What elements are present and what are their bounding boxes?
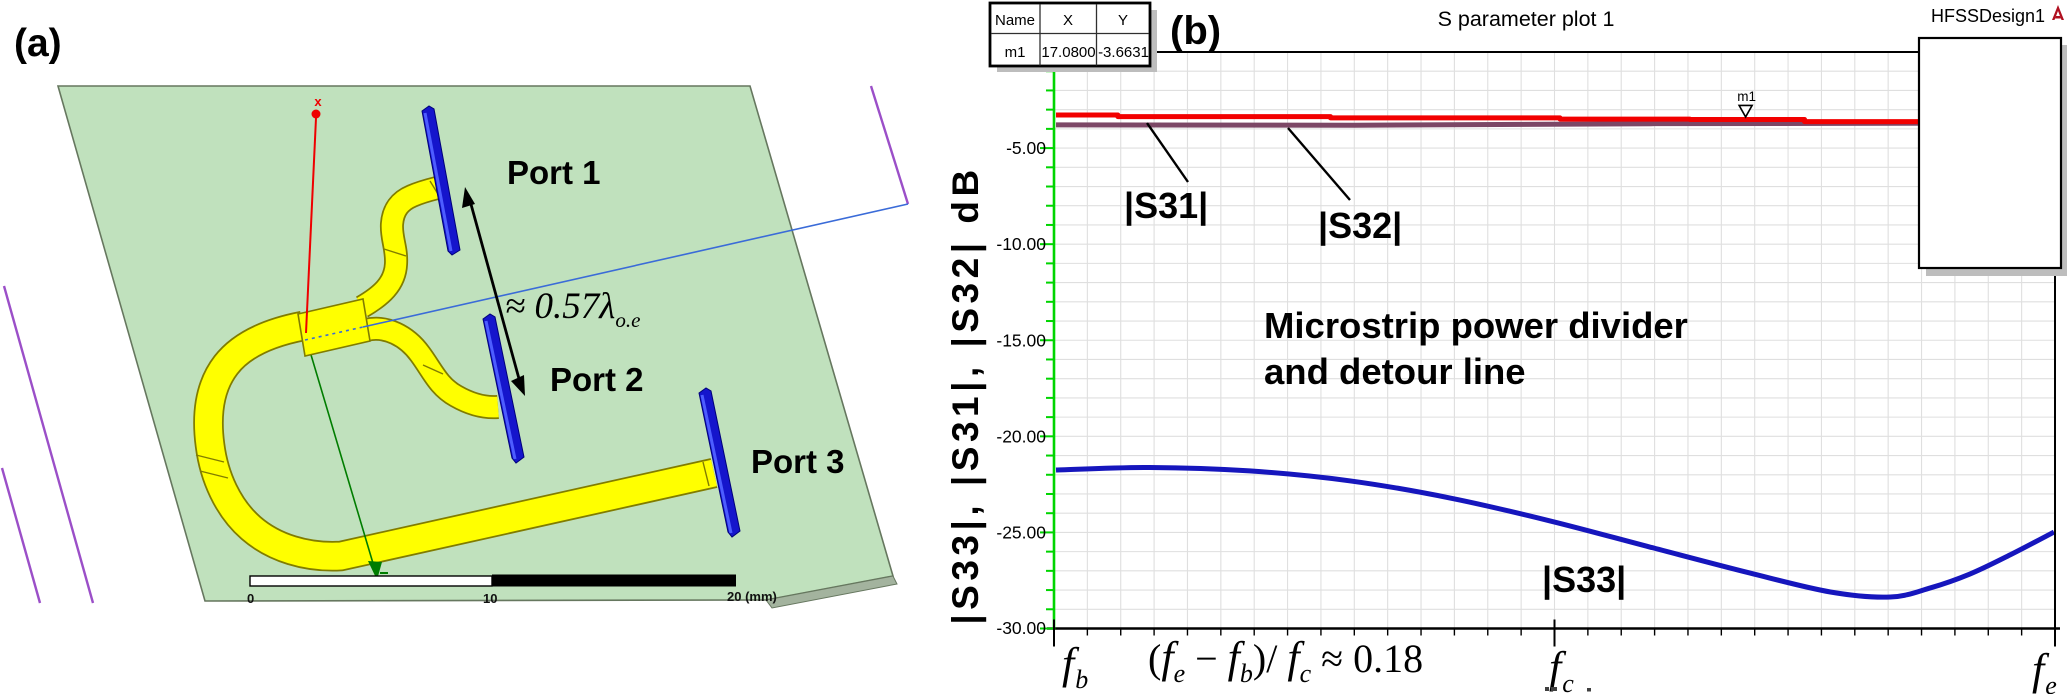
marker-table-col-x: X: [1063, 12, 1073, 29]
scale-20mm: 20 (mm): [727, 589, 777, 604]
clipped-text-remnant: [1545, 687, 1591, 692]
axis-x-label: x: [314, 94, 322, 109]
ytick-label: -10.00: [996, 234, 1046, 254]
xaxis-note: (fe − fb)/ fc ≈ 0.18: [1148, 633, 1423, 688]
object-edge-purple-left2: [0, 467, 42, 604]
measurement-arrow: [462, 187, 525, 396]
axis-x-red-endpoint: [311, 109, 321, 119]
marker-table-row-y: -3.6631: [1098, 44, 1149, 61]
panel-a-tag: (a): [14, 22, 62, 65]
port1-sheet: [421, 105, 461, 256]
ytick-label: -5.00: [1006, 138, 1046, 158]
s32-label: |S32|: [1318, 205, 1402, 247]
panel-a-3d-model: x ≈ 0.57λo.e Port 1 Port 2 Port 3 (a) 0 …: [0, 22, 910, 609]
marker-table: Name X Y m1 17.0800 -3.6631: [988, 1, 1157, 72]
trace-segment-boundaries: [195, 180, 710, 487]
xtick-fe: fe: [2032, 645, 2057, 694]
panel-b-tag: (b): [1170, 9, 1221, 53]
ytick-label: -20.00: [996, 426, 1046, 446]
plot-grid: [1054, 52, 2055, 629]
annotation-line1: Microstrip power divider: [1264, 305, 1688, 346]
marker-table-row-name: m1: [1005, 44, 1026, 61]
scale-bar: 0 10 20 (mm): [247, 574, 777, 606]
port3-sheet: [698, 387, 741, 538]
axis-y-green-arrowhead: [368, 561, 382, 580]
plot-marker: m1: [1737, 89, 1756, 119]
plot-ticks: -5.00 -10.00 -15.00 -20.00 -25.00 -30.00: [996, 70, 2056, 647]
series-s33: [1055, 464, 2056, 600]
legend-frame: [1917, 36, 2063, 270]
center-matching-section: [297, 298, 371, 357]
yaxis-label: |S33|, |S31|, |S32| dB: [945, 165, 987, 624]
ytick-label: -30.00: [996, 618, 1046, 638]
scale-0: 0: [247, 591, 254, 606]
object-edge-purple-topright: [869, 85, 910, 205]
plot-title: S parameter plot 1: [1438, 7, 1615, 31]
marker-triangle: [1737, 104, 1754, 119]
port2-sheet: [482, 313, 525, 464]
s32-leader-line: [1287, 127, 1351, 201]
scale-10: 10: [483, 591, 497, 606]
port3-label: Port 3: [751, 443, 845, 480]
xtick-fc: fc: [1549, 643, 1574, 694]
marker-name: m1: [1737, 89, 1756, 104]
branch-port1-trace: [356, 178, 440, 316]
s33-label: |S33|: [1542, 559, 1626, 601]
axis-x-red-line: [305, 117, 317, 334]
substrate-side-face: [765, 575, 898, 609]
ytick-label: -25.00: [996, 522, 1046, 542]
design-name: HFSSDesign1: [1931, 6, 2045, 26]
marker-table-col-y: Y: [1118, 12, 1128, 29]
hfss-logo-icon: [2052, 5, 2064, 20]
axis-z-blue-dotted: [304, 326, 364, 341]
lambda-annotation: ≈ 0.57λo.e: [505, 286, 640, 332]
port2-label: Port 2: [550, 361, 644, 398]
axis-y-green-line: [305, 337, 376, 571]
branch-port2-trace: [363, 318, 499, 418]
s31-label: |S31|: [1124, 185, 1208, 227]
marker-table-row-x: 17.0800: [1041, 44, 1095, 61]
marker-table-box: [988, 1, 1152, 68]
ytick-label: -15.00: [996, 330, 1046, 350]
axis-z-blue-line: [362, 203, 909, 328]
xtick-fb: fb: [1062, 639, 1088, 694]
annotation-line2: and detour line: [1264, 351, 1526, 392]
detour-loop-trace: [194, 312, 717, 570]
port1-label: Port 1: [507, 154, 601, 191]
marker-table-col-name: Name: [995, 12, 1035, 29]
panel-b-splot: -5.00 -10.00 -15.00 -20.00 -25.00 -30.00 m1 |…: [945, 1, 2067, 694]
legend-box: [1917, 36, 2067, 276]
s31-leader-line: [1146, 122, 1189, 183]
object-edge-purple-left1: [2, 285, 95, 604]
